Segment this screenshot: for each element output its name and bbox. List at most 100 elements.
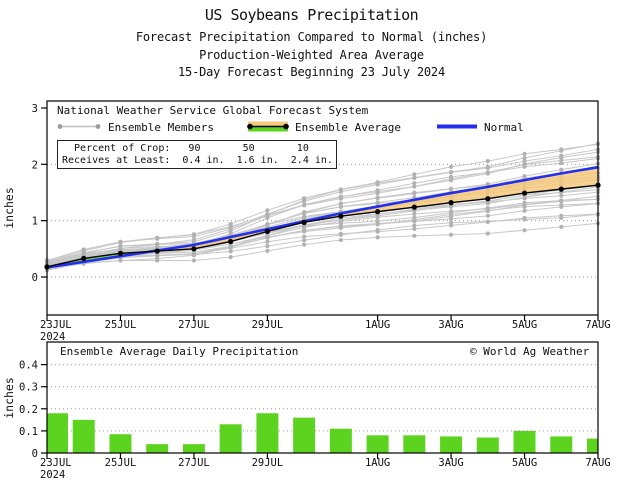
ensemble-member-dot (302, 202, 307, 207)
ensemble-member-dot (118, 240, 123, 245)
ensemble-member-dot (559, 158, 564, 163)
ensemble-member-dot (448, 178, 454, 183)
main-chart-frame (46, 100, 599, 316)
ensemble-member-dot (302, 238, 307, 243)
ensemble-member-dot (302, 242, 307, 247)
ensemble-member-line (46, 186, 599, 271)
ensemble-member-dot (265, 239, 270, 244)
ensemble-member-line (46, 202, 599, 268)
ensemble-member-dot (302, 209, 307, 215)
crop-stats-box: Percent of Crop: 90 50 10 Receives at Le… (57, 140, 337, 169)
ensemble-member-line (46, 213, 599, 271)
x-tick-label: 1AUG (365, 457, 390, 469)
ensemble-member-dot (302, 215, 307, 221)
ensemble-average-dot (81, 255, 87, 262)
ensemble-member-dot (375, 180, 380, 186)
ensemble-member-line (46, 143, 599, 267)
ensemble-member-dot (228, 228, 233, 234)
x-tick-label: 1AUG (365, 319, 390, 331)
ensemble-average-dot (375, 209, 381, 215)
ensemble-member-dot (485, 209, 490, 214)
ensemble-member-dot (522, 217, 527, 222)
ensemble-member-dot (448, 186, 454, 192)
ensemble-member-dot (228, 244, 233, 249)
ensemble-member-line (46, 143, 599, 264)
ensemble-average-dot (191, 246, 197, 252)
ensemble-member-dot (265, 243, 270, 249)
y-tick-label: 0 (32, 448, 38, 460)
precip-bar (403, 435, 426, 453)
ensemble-average-dot (117, 250, 124, 256)
ensemble-member-dot (412, 211, 417, 217)
x-tick-label: 27JUL (178, 457, 210, 469)
ensemble-member-dot (559, 148, 564, 153)
ensemble-member-dot (265, 212, 270, 218)
precip-bar (109, 434, 132, 453)
ensemble-member-dot (412, 215, 417, 220)
ensemble-average-dot (154, 248, 160, 254)
ensemble-member-dot (338, 187, 343, 192)
ensemble-member-dot (338, 224, 343, 229)
ensemble-member-dot (448, 169, 454, 175)
ensemble-member-dot (302, 223, 307, 229)
precip-bar (476, 437, 499, 453)
daily-chart-title: Ensemble Average Daily Precipitation (60, 345, 299, 358)
ensemble-member-line (46, 198, 599, 270)
y-tick-label: 2 (32, 159, 38, 171)
ensemble-member-dot (191, 239, 197, 244)
ensemble-member-dot (265, 215, 270, 221)
ensemble-member-dot (485, 171, 490, 176)
ensemble-member-dot (338, 194, 343, 199)
ensemble-average-dot (338, 213, 344, 219)
ensemble-average-swatch (247, 121, 289, 132)
ensemble-member-dot (265, 233, 270, 238)
copyright-label: © World Ag Weather (470, 345, 590, 358)
precip-bar (72, 419, 95, 453)
legend-system-label: National Weather Service Global Forecast… (57, 104, 369, 117)
ensemble-average-dot (301, 219, 307, 225)
x-tick-label: 3AUG (438, 457, 463, 469)
x-tick-label: 25JUL (105, 319, 137, 331)
ensemble-member-dot (228, 255, 233, 260)
ensemble-member-dot (228, 221, 233, 227)
ensemble-member-line (46, 198, 599, 261)
ensemble-member-dot (375, 227, 380, 233)
ensemble-member-dot (155, 256, 160, 261)
ensemble-member-dot (412, 181, 417, 186)
ensemble-member-dot (338, 201, 343, 206)
ensemble-member-dot (302, 228, 307, 233)
y-tick-label: 1 (32, 216, 38, 228)
y-tick-label: 0.1 (19, 426, 38, 438)
ensemble-member-dot (522, 195, 527, 200)
ensemble-member-dot (265, 248, 270, 254)
ensemble-member-dot (191, 251, 197, 256)
x-tick-label: 7AUG (585, 319, 610, 331)
ensemble-member-dot (559, 193, 564, 198)
ensemble-average-line (46, 184, 599, 268)
ensemble-member-dot (485, 213, 490, 218)
ensemble-member-dot (375, 189, 380, 194)
x-tick-label: 27JUL (178, 319, 210, 331)
ensemble-member-dot (412, 223, 417, 228)
y-tick-label: 0 (32, 272, 38, 284)
ensemble-member-dot (302, 234, 307, 239)
precip-bar (293, 417, 316, 453)
precip-bar (219, 424, 242, 453)
ensemble-member-dot (559, 198, 564, 203)
ensemble-member-dot (191, 232, 197, 237)
x-tick-label: 29JUL (252, 319, 284, 331)
ensemble-member-dot (412, 172, 417, 177)
y-tick-label: 0.2 (19, 404, 38, 416)
y-axis-title: inches (2, 187, 16, 229)
precip-bar (587, 438, 598, 453)
ensemble-member-dot (522, 200, 527, 205)
y-tick-label: 3 (32, 103, 38, 115)
ensemble-member-dot (522, 159, 527, 164)
x-tick-label: 7AUG (585, 457, 610, 469)
ensemble-member-dot (155, 241, 160, 247)
ensemble-members-swatch (57, 124, 101, 129)
year-label: 2024 (40, 469, 65, 481)
ensemble-member-dot (448, 214, 454, 219)
ensemble-member-dot (375, 222, 380, 227)
